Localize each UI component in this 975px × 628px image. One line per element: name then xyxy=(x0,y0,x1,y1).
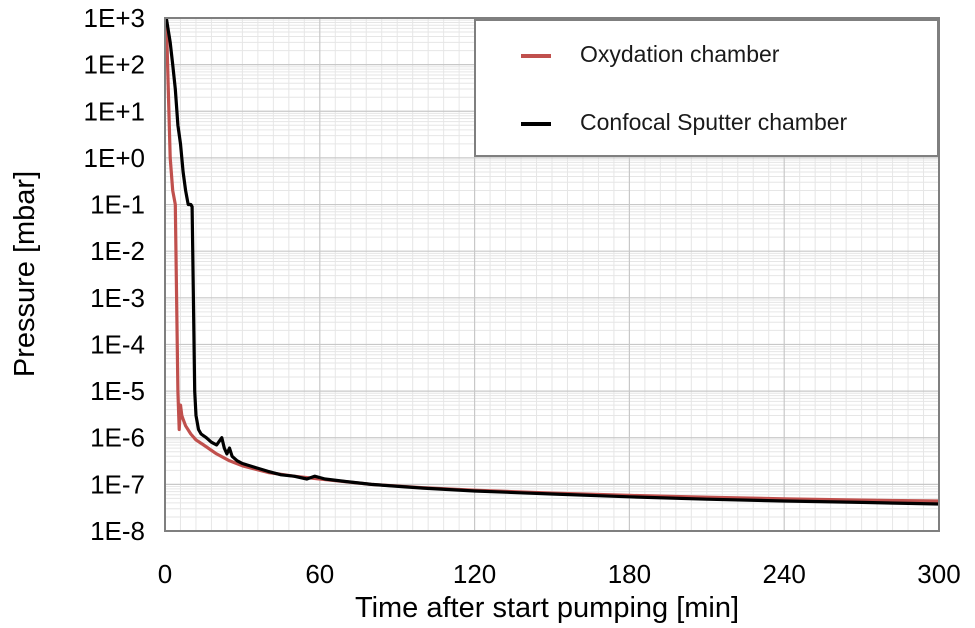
legend-box xyxy=(474,19,939,157)
y-tick-label: 1E-1 xyxy=(90,190,145,220)
y-tick-label: 1E+3 xyxy=(84,3,145,33)
y-tick-label: 1E-7 xyxy=(90,469,145,499)
x-tick-label: 0 xyxy=(158,559,172,589)
x-tick-label: 300 xyxy=(917,559,960,589)
y-tick-label: 1E-6 xyxy=(90,423,145,453)
x-tick-label: 120 xyxy=(453,559,496,589)
y-tick-label: 1E+1 xyxy=(84,96,145,126)
y-tick-labels: 1E+3 1E+2 1E+1 1E+0 1E-1 1E-2 1E-3 1E-4 1E-5 1E-6… xyxy=(84,3,145,546)
series-line-confocal-sputter xyxy=(164,17,940,506)
y-axis-title: Pressure [mbar] xyxy=(9,171,41,377)
legend: Oxydation chamber Confocal Sputter chamb… xyxy=(474,19,939,157)
series-layer xyxy=(164,17,940,506)
legend-label-confocal-sputter: Confocal Sputter chamber xyxy=(580,109,848,135)
x-tick-label: 60 xyxy=(305,559,334,589)
y-tick-label: 1E-8 xyxy=(90,516,145,546)
plot-frame xyxy=(164,17,940,532)
y-tick-label: 1E-2 xyxy=(90,236,145,266)
y-tick-label: 1E+0 xyxy=(84,143,145,173)
y-tick-label: 1E-3 xyxy=(90,283,145,313)
x-axis-title: Time after start pumping [min] xyxy=(355,592,739,624)
legend-label-oxydation: Oxydation chamber xyxy=(580,41,780,67)
y-tick-label: 1E-4 xyxy=(90,329,145,359)
x-tick-label: 240 xyxy=(763,559,806,589)
x-tick-label: 180 xyxy=(608,559,651,589)
x-tick-labels: 0 60 120 180 240 300 xyxy=(158,559,961,589)
y-tick-label: 1E-5 xyxy=(90,376,145,406)
y-tick-label: 1E+2 xyxy=(84,50,145,80)
